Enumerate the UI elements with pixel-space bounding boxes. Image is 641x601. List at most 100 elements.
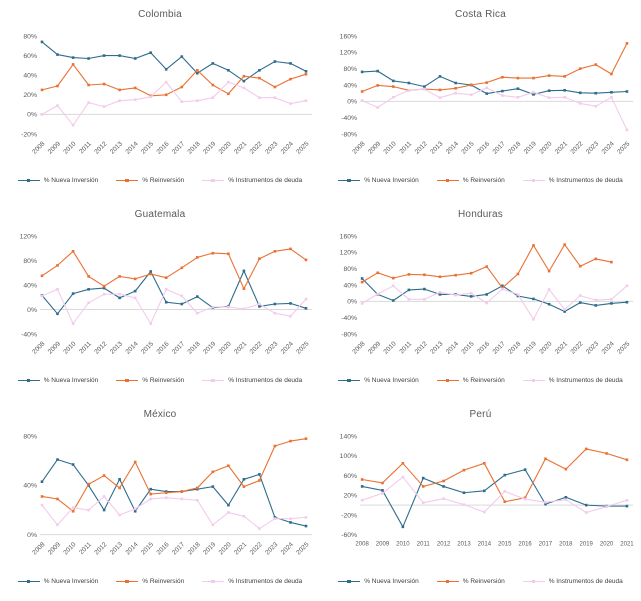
y-tick-label: -20% [341, 512, 357, 519]
series-instrumentos-de-deuda [40, 80, 308, 127]
data-point-marker [87, 57, 90, 60]
data-point-marker [625, 90, 629, 93]
data-point-marker [289, 439, 292, 443]
y-tick-label: 120% [20, 233, 37, 240]
data-point-marker [242, 287, 246, 290]
data-point-marker [211, 96, 215, 99]
x-tick-label: 2024 [601, 340, 616, 355]
x-tick-label: 2019 [202, 140, 217, 155]
data-point-marker [164, 276, 168, 279]
series-reinversi-n [360, 243, 613, 290]
line-marker-swatch-icon [202, 579, 225, 584]
plot-area: 160% 120% 80% 40% 0% -40% -80% 2008 2009 2010 2011… [340, 233, 633, 356]
data-point-marker [610, 298, 613, 301]
data-point-marker [71, 506, 75, 509]
legend-label: % Instrumentos de deuda [228, 578, 303, 585]
data-point-marker [56, 523, 59, 527]
data-point-marker [227, 80, 230, 84]
data-point-marker [118, 99, 121, 102]
data-point-marker [625, 498, 629, 502]
data-point-marker [133, 509, 137, 513]
data-point-marker [227, 503, 230, 507]
data-point-marker [485, 92, 489, 95]
x-tick-label: 2014 [124, 541, 139, 556]
x-tick-label: 2019 [202, 541, 217, 556]
x-tick-label: 2020 [218, 140, 233, 155]
data-point-marker [625, 128, 629, 132]
x-tick-label: 2025 [295, 140, 310, 155]
x-tick-label: 2012 [437, 542, 451, 548]
data-point-marker [118, 292, 121, 296]
data-point-marker [133, 289, 137, 293]
data-point-marker [438, 75, 442, 78]
data-point-marker [423, 287, 426, 291]
data-point-marker [438, 96, 442, 99]
data-point-marker [392, 96, 395, 99]
legend-item-instrumentos-deuda: % Instrumentos de deuda [522, 578, 623, 585]
legend-item-reinversion: % Reinversión [436, 578, 505, 585]
legend-item-reinversion: % Reinversión [436, 377, 505, 384]
chart-costa-rica: 160% 120% 80% 40% 0% -40% -80% 2008 2009 2010 2011… [320, 0, 641, 200]
line-marker-swatch-icon [17, 178, 40, 183]
series-line [41, 459, 307, 527]
x-tick-label: 2017 [492, 140, 507, 155]
data-point-marker [149, 487, 152, 491]
data-point-marker [258, 96, 261, 99]
data-point-marker [625, 458, 629, 462]
y-tick-label: 40% [343, 282, 357, 289]
data-point-marker [289, 247, 292, 251]
data-point-marker [304, 437, 308, 440]
data-point-marker [196, 486, 199, 490]
plot-area: 140% 100% 60% 20% -20% -60% 2008 2009 2010 2011 20… [340, 433, 635, 547]
data-point-marker [227, 92, 230, 96]
data-point-marker [438, 275, 442, 279]
data-point-marker [392, 79, 395, 83]
data-point-marker [258, 76, 261, 80]
data-point-marker [516, 76, 520, 80]
data-point-marker [242, 514, 246, 518]
y-tick-label: 20% [23, 92, 37, 99]
x-tick-label: 2009 [367, 140, 382, 155]
data-point-marker [376, 271, 379, 275]
y-tick-label: 160% [340, 233, 357, 240]
data-point-marker [87, 482, 90, 486]
data-point-marker [258, 527, 261, 530]
data-point-marker [258, 302, 261, 306]
data-point-marker [407, 273, 411, 276]
x-tick-label: 2013 [429, 140, 444, 155]
data-point-marker [180, 55, 184, 58]
data-point-marker [423, 298, 426, 301]
data-point-marker [180, 294, 184, 298]
data-point-marker [469, 93, 473, 97]
y-tick-label: -40% [341, 315, 357, 322]
x-tick-label: 2011 [417, 542, 431, 548]
data-point-marker [102, 82, 106, 86]
legend-label: % Instrumentos de deuda [228, 377, 303, 384]
x-tick-label: 2010 [62, 541, 77, 556]
plot-area: 80%60%40%20%0%-20%2008 2009 2010 2011 2012 20… [21, 33, 312, 156]
data-point-marker [584, 503, 588, 507]
data-point-marker [485, 81, 489, 84]
data-point-marker [273, 96, 277, 99]
data-point-marker [102, 495, 106, 498]
data-point-marker [516, 293, 520, 296]
x-tick-label: 2008 [351, 340, 366, 355]
data-point-marker [196, 69, 199, 72]
y-tick-label: 80% [343, 66, 357, 73]
data-point-marker [71, 463, 75, 466]
data-point-marker [180, 100, 184, 103]
x-tick-label: 2009 [376, 542, 390, 548]
line-marker-swatch-icon [436, 378, 459, 383]
data-point-marker [71, 123, 75, 127]
line-marker-swatch-icon [338, 378, 361, 383]
data-point-marker [118, 54, 121, 57]
data-point-marker [102, 474, 106, 477]
y-tick-label: 0% [347, 299, 357, 306]
x-tick-label: 2015 [140, 340, 155, 355]
line-marker-swatch-icon [338, 178, 361, 183]
x-tick-label: 2016 [518, 542, 532, 548]
x-tick-label: 2014 [445, 140, 460, 155]
data-point-marker [578, 264, 582, 268]
data-point-marker [442, 497, 445, 500]
data-point-marker [625, 300, 629, 304]
